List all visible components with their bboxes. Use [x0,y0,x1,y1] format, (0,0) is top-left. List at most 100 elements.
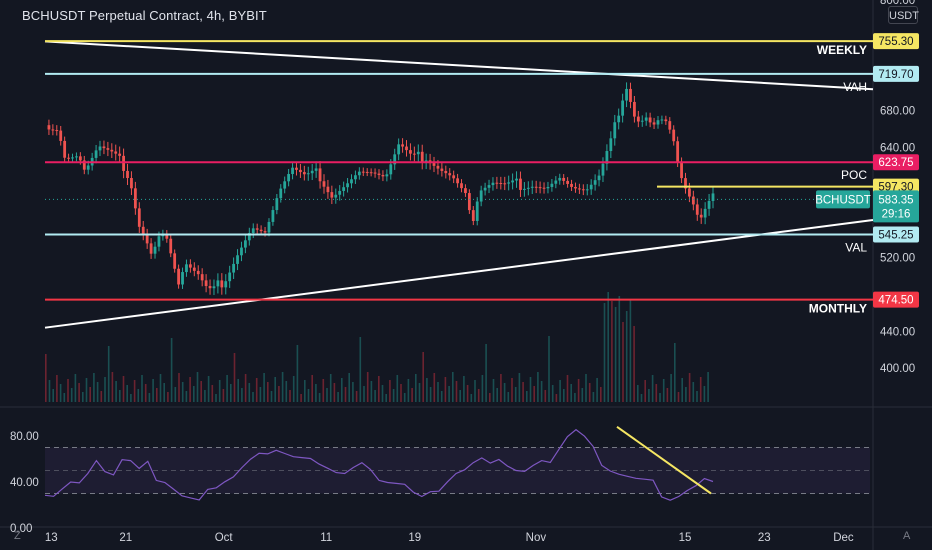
candle-body [585,189,589,191]
volume-bar [692,382,695,402]
volume-bar [600,387,602,402]
candle-body [192,267,196,271]
volume-bar [533,386,535,402]
time-tick-label: 11 [320,532,332,544]
volume-bar [289,390,291,402]
candle-body [393,154,397,165]
candle-body [259,229,263,232]
volume-bar [707,372,709,402]
candle-body [314,168,318,171]
volume-bar [555,394,558,402]
candle-body [224,281,228,288]
candle-body [291,167,294,175]
candle-body [664,119,668,122]
candle-body [648,117,652,123]
volume-bar [503,383,506,402]
candle-body [338,190,342,195]
candle-body [452,175,456,179]
volume-bar [311,375,313,402]
volume-bar [104,377,106,402]
volume-bar [429,387,432,402]
volume-bar [267,382,269,402]
candle-body [656,120,660,125]
candle-body [122,155,125,171]
volume-bar [633,326,635,402]
volume-bar [141,375,143,402]
candle-body [82,160,86,170]
candle-body [255,228,259,230]
volume-bar [218,380,221,402]
candle-body [342,187,346,191]
candle-body [98,146,102,151]
volume-bar [448,386,450,402]
candle-body [703,208,707,218]
candle-body [302,172,306,175]
volume-bar [263,373,265,402]
volume-bar [67,379,69,402]
volume-bar [355,391,358,402]
time-tick-label: 21 [119,532,132,544]
candle-body [145,234,149,244]
volume-bar [230,384,232,402]
candle-body [640,120,644,122]
volume-bar [274,377,276,402]
volume-bar [78,383,80,402]
currency-selector[interactable]: USDT [888,6,919,24]
candle-body [279,188,283,199]
volume-bar [178,373,180,402]
candle-body [299,169,302,173]
volume-bar [341,378,343,402]
candle-body [526,187,530,189]
volume-bar [122,376,125,402]
candle-body [59,130,63,141]
candle-body [538,187,542,189]
candle-body [114,151,118,154]
level-tag-poc: POC [841,168,867,182]
candle-body [601,163,605,176]
volume-bar [537,372,539,402]
volume-bar [452,372,454,402]
timezone-glyph[interactable]: Z [14,530,21,542]
candle-body [448,173,452,176]
candle-body [483,187,487,191]
candle-body [495,182,499,184]
candle-body [133,188,137,209]
volume-bar [426,378,428,402]
volume-bar [52,389,54,402]
candle-body [78,156,82,161]
candle-body [684,178,687,189]
volume-bar [307,389,310,402]
candle-body [208,286,212,289]
candle-body [346,183,349,188]
candle-body [173,253,177,269]
candle-body [350,179,353,184]
volume-bar [496,388,498,402]
volume-bar [640,394,643,402]
candle-body [185,264,188,273]
candle-body [420,151,424,163]
candle-body [177,268,180,285]
volume-bar [144,384,147,402]
volume-bar [411,388,413,402]
volume-bar [618,296,621,402]
candle-body [558,177,562,181]
volume-bar [163,383,165,402]
candle-body [330,192,334,198]
candle-body [130,177,133,189]
time-tick-label: Oct [215,532,234,544]
candle-body [503,183,507,185]
candle-body [566,180,570,184]
candle-body [691,196,695,205]
volume-bar [189,377,191,402]
volume-bar [296,345,299,402]
volume-bar [48,380,51,402]
volume-bar [152,379,154,402]
scale-glyph[interactable]: A [903,530,911,542]
candle-body [534,186,538,188]
candle-body [578,188,581,190]
candle-body [479,190,483,202]
volume-bar [56,375,58,402]
level-label-val: 545.25 [878,229,913,241]
volume-bar [685,387,687,402]
